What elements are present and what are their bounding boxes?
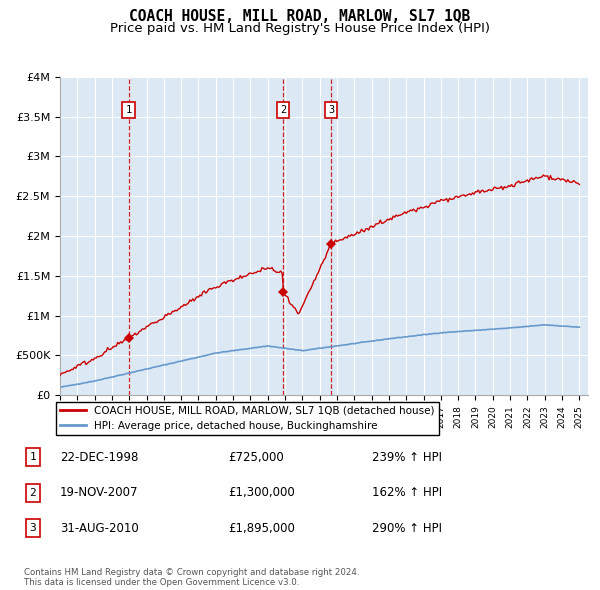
Legend: COACH HOUSE, MILL ROAD, MARLOW, SL7 1QB (detached house), HPI: Average price, de: COACH HOUSE, MILL ROAD, MARLOW, SL7 1QB … <box>56 402 439 435</box>
Text: 239% ↑ HPI: 239% ↑ HPI <box>372 451 442 464</box>
Text: 2: 2 <box>280 105 286 115</box>
Text: 19-NOV-2007: 19-NOV-2007 <box>60 486 139 499</box>
Text: 2: 2 <box>29 488 37 497</box>
Text: 290% ↑ HPI: 290% ↑ HPI <box>372 522 442 535</box>
Text: 3: 3 <box>328 105 334 115</box>
Text: £725,000: £725,000 <box>228 451 284 464</box>
Text: £1,300,000: £1,300,000 <box>228 486 295 499</box>
Text: COACH HOUSE, MILL ROAD, MARLOW, SL7 1QB: COACH HOUSE, MILL ROAD, MARLOW, SL7 1QB <box>130 9 470 24</box>
Text: £1,895,000: £1,895,000 <box>228 522 295 535</box>
Text: 162% ↑ HPI: 162% ↑ HPI <box>372 486 442 499</box>
Text: Price paid vs. HM Land Registry's House Price Index (HPI): Price paid vs. HM Land Registry's House … <box>110 22 490 35</box>
Text: 3: 3 <box>29 523 37 533</box>
Text: Contains HM Land Registry data © Crown copyright and database right 2024.
This d: Contains HM Land Registry data © Crown c… <box>24 568 359 587</box>
Text: 31-AUG-2010: 31-AUG-2010 <box>60 522 139 535</box>
Text: 1: 1 <box>125 105 132 115</box>
Text: 22-DEC-1998: 22-DEC-1998 <box>60 451 139 464</box>
Text: 1: 1 <box>29 453 37 462</box>
